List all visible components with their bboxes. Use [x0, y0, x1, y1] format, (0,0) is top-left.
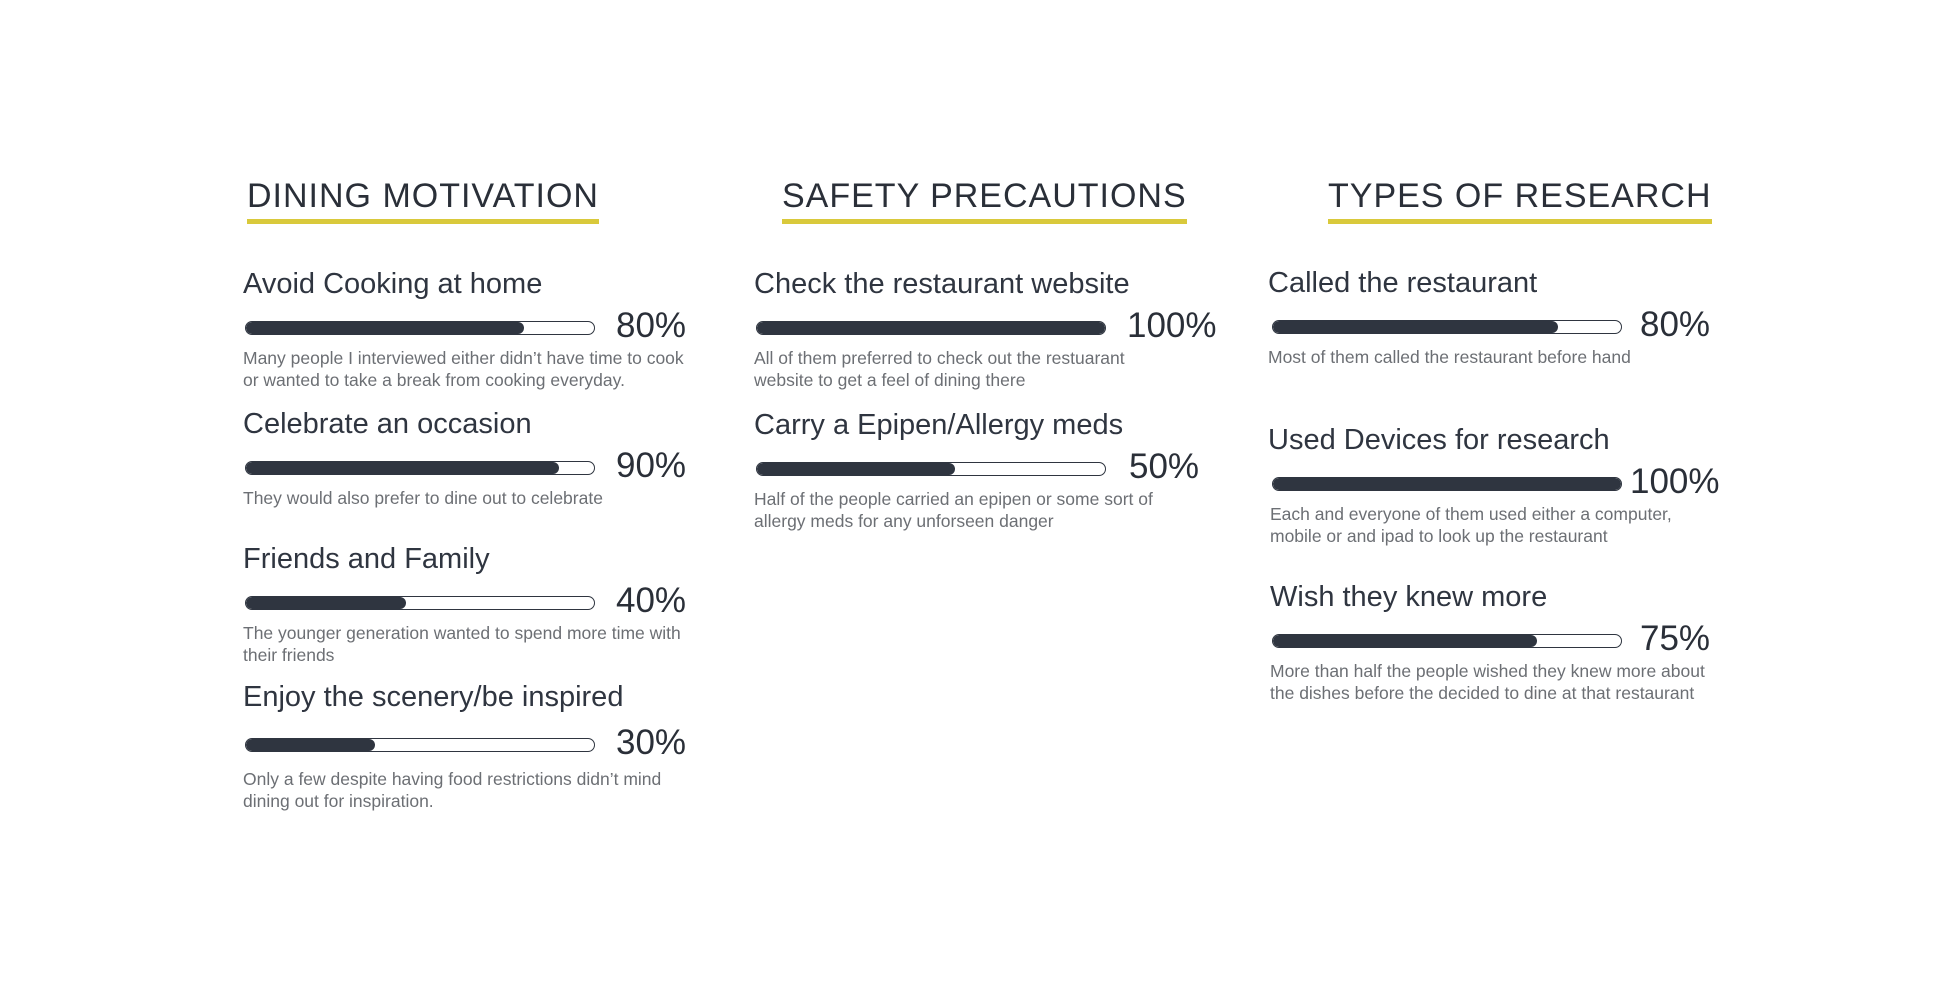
progress-fill	[1273, 321, 1559, 334]
progress-bar	[245, 596, 595, 611]
section-dining-motivation: DINING MOTIVATION Avoid Cooking at home …	[243, 177, 723, 811]
progress-fill	[1273, 478, 1621, 491]
progress-fill	[246, 322, 525, 335]
stat-label: Celebrate an occasion	[243, 408, 532, 440]
progress-bar	[1272, 320, 1622, 335]
stat-description: All of them preferred to check out the r…	[754, 348, 1125, 391]
stat-value: 100%	[1127, 306, 1217, 346]
progress-fill	[246, 597, 407, 610]
stat-value: 30%	[616, 723, 687, 763]
stat-label: Wish they knew more	[1270, 581, 1548, 613]
stat-label: Called the restaurant	[1268, 267, 1538, 299]
section-title: TYPES OF RESEARCH	[1328, 177, 1712, 225]
progress-fill	[246, 739, 375, 752]
stat-value: 100%	[1630, 462, 1720, 502]
section-types-of-research: TYPES OF RESEARCH Called the restaurant …	[1268, 177, 1748, 703]
stat-wish-knew-more: Wish they knew more 75% More than half t…	[1268, 581, 1710, 704]
stat-value: 80%	[1640, 305, 1711, 345]
stat-value: 75%	[1640, 619, 1711, 659]
progress-fill	[1273, 635, 1538, 648]
stat-label: Avoid Cooking at home	[243, 268, 543, 300]
progress-fill	[246, 462, 560, 475]
stat-friends-family: Friends and Family 40% The younger gener…	[243, 543, 687, 666]
section-title: DINING MOTIVATION	[247, 177, 599, 225]
progress-bar	[245, 738, 595, 753]
stat-description: More than half the people wished they kn…	[1270, 661, 1705, 704]
stat-label: Carry a Epipen/Allergy meds	[754, 409, 1124, 441]
stat-description: They would also prefer to dine out to ce…	[243, 488, 603, 509]
stat-called-restaurant: Called the restaurant 80% Most of them c…	[1268, 267, 1711, 368]
stat-label: Used Devices for research	[1268, 424, 1610, 456]
progress-bar	[756, 321, 1106, 336]
stat-avoid-cooking: Avoid Cooking at home 80% Many people I …	[243, 268, 703, 391]
stat-value: 40%	[616, 581, 687, 621]
progress-bar	[245, 321, 595, 336]
progress-bar	[1272, 477, 1622, 492]
stat-label: Friends and Family	[243, 543, 490, 575]
stat-value: 90%	[616, 446, 687, 486]
stat-carry-epipen: Carry a Epipen/Allergy meds 50% Half of …	[754, 409, 1199, 532]
progress-fill	[757, 322, 1105, 335]
section-safety-precautions: SAFETY PRECAUTIONS Check the restaurant …	[754, 177, 1254, 531]
stat-description: Many people I interviewed either didn’t …	[243, 348, 684, 391]
stat-description: Half of the people carried an epipen or …	[754, 489, 1153, 532]
progress-bar	[756, 462, 1106, 477]
stat-label: Enjoy the scenery/be inspired	[243, 681, 624, 713]
stat-check-website: Check the restaurant website 100% All of…	[754, 268, 1217, 391]
stat-description: Most of them called the restaurant befor…	[1268, 347, 1631, 368]
stat-celebrate-occasion: Celebrate an occasion 90% They would als…	[243, 408, 703, 509]
stat-description: Only a few despite having food restricti…	[243, 769, 662, 812]
stat-label: Check the restaurant website	[754, 268, 1130, 300]
stat-description: Each and everyone of them used either a …	[1270, 504, 1672, 547]
stat-value: 50%	[1129, 447, 1200, 487]
stat-used-devices: Used Devices for research 100% Each and …	[1268, 424, 1720, 547]
section-title: SAFETY PRECAUTIONS	[782, 177, 1187, 225]
progress-bar	[245, 461, 595, 476]
stat-enjoy-scenery: Enjoy the scenery/be inspired 30% Only a…	[243, 681, 686, 812]
progress-fill	[757, 463, 956, 476]
stat-description: The younger generation wanted to spend m…	[243, 623, 681, 666]
progress-bar	[1272, 634, 1622, 649]
stat-value: 80%	[616, 306, 687, 346]
